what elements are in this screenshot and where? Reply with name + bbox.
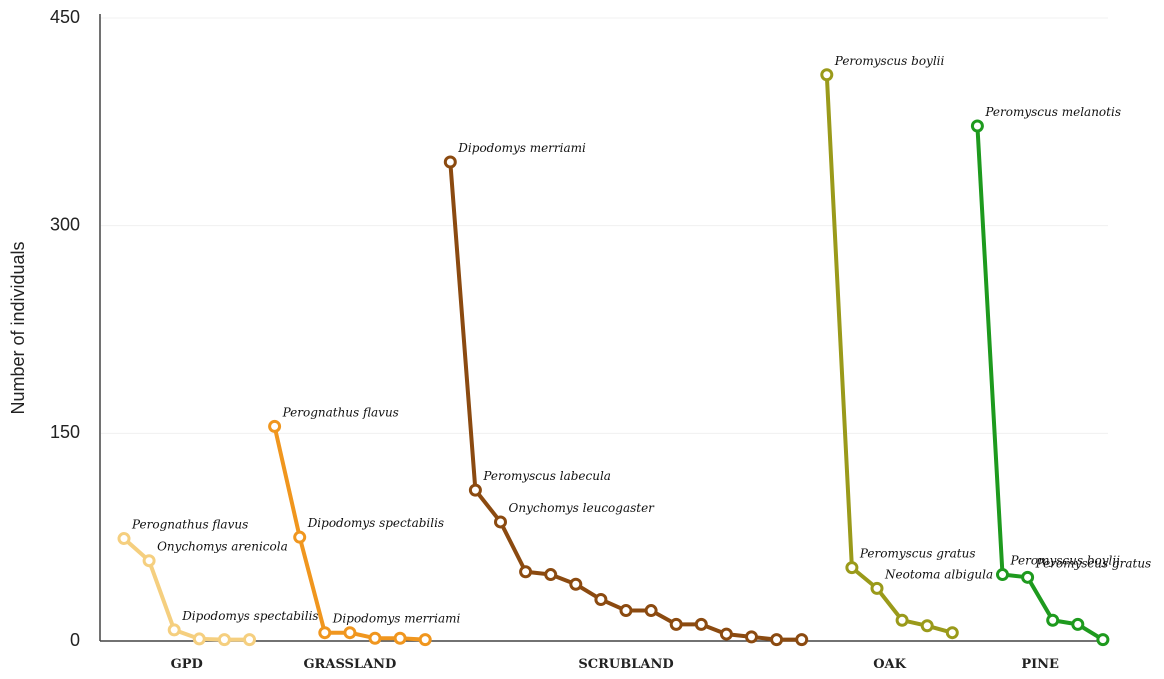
point [745,630,758,644]
point [393,631,407,645]
point [167,623,181,637]
point [268,419,282,433]
point-label: Peromyscus melanotis [984,105,1121,119]
group-label: GRASSLAND [303,657,396,672]
point [770,633,784,647]
point [845,561,859,575]
point [1096,633,1110,647]
point [920,619,934,633]
point [945,626,959,640]
point [820,68,834,82]
series-line [448,161,802,642]
group-label: GPD [171,657,203,672]
point-label: Dipodomys merriami [457,141,586,155]
point [293,530,307,544]
point [418,633,432,647]
point [468,483,482,497]
point-label: Peromyscus boylii [1010,554,1121,568]
point [644,604,658,618]
point [1046,613,1060,627]
point [117,532,131,546]
point-label: Onychomys arenicola [157,540,288,554]
y-tick-label: 0 [70,630,80,650]
point [795,633,809,647]
point-label: Dipodomys spectabilis [307,516,444,530]
point [895,613,909,627]
point [594,592,608,606]
point [996,568,1009,582]
point [870,581,884,595]
point [1021,570,1035,584]
group-label: PINE [1021,657,1059,672]
y-tick-label: 150 [50,422,80,442]
point [217,633,231,647]
point [519,565,533,579]
group-label: OAK [873,657,906,672]
series-line [122,537,250,642]
point [192,632,206,646]
point [443,155,457,169]
point [343,626,357,640]
point-label: Dipodomys merriami [332,612,461,626]
point [719,627,733,641]
point-label: Onychomys leucogaster [509,501,656,515]
point-label: Perognathus flavus [131,518,248,532]
point-label: Peromyscus gratus [859,547,976,561]
point [494,515,507,529]
y-tick-label: 300 [50,214,80,234]
point [669,617,683,631]
y-tick-label: 450 [50,7,80,27]
point [569,577,583,591]
point [1071,617,1085,631]
point [544,568,558,582]
group-label: SCRUBLAND [578,657,673,672]
point [619,604,633,618]
point [970,119,984,133]
point-label: Peromyscus boylii [834,54,945,68]
point [142,554,156,568]
point [694,617,708,631]
point-label: Peromyscus gratus [1035,556,1152,570]
y-axis-label: Number of individuals [8,241,28,414]
point [368,631,382,645]
point [243,633,256,647]
point-label: Perognathus flavus [282,405,399,419]
point [318,626,332,640]
point-label: Dipodomys spectabilis [181,609,318,623]
point-label: Peromyscus labecula [482,469,611,483]
point-label: Neotoma albigula [884,567,993,581]
